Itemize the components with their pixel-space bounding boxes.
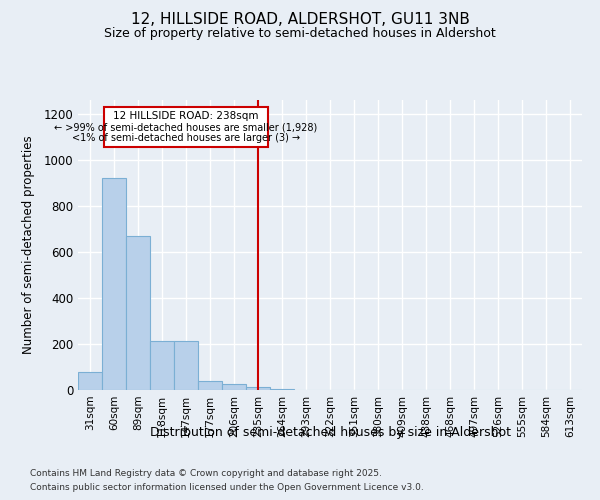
Text: Contains HM Land Registry data © Crown copyright and database right 2025.: Contains HM Land Registry data © Crown c… (30, 468, 382, 477)
Bar (150, 340, 174, 390)
Text: 12, HILLSIDE ROAD, ALDERSHOT, GU11 3NB: 12, HILLSIDE ROAD, ALDERSHOT, GU11 3NB (131, 12, 469, 28)
Bar (174, 340, 198, 390)
Text: 12 HILLSIDE ROAD: 238sqm: 12 HILLSIDE ROAD: 238sqm (113, 111, 259, 121)
Text: Distribution of semi-detached houses by size in Aldershot: Distribution of semi-detached houses by … (149, 426, 511, 439)
Text: <1% of semi-detached houses are larger (3) →: <1% of semi-detached houses are larger (… (72, 134, 300, 143)
Text: Contains public sector information licensed under the Open Government Licence v3: Contains public sector information licen… (30, 484, 424, 492)
Bar (198, 382, 222, 390)
Bar (78, 372, 102, 390)
Bar (102, 178, 126, 390)
Text: ← >99% of semi-detached houses are smaller (1,928): ← >99% of semi-detached houses are small… (55, 122, 317, 132)
Y-axis label: Number of semi-detached properties: Number of semi-detached properties (22, 136, 35, 354)
Bar (126, 236, 150, 390)
Bar (222, 384, 246, 390)
Bar (246, 387, 270, 390)
FancyBboxPatch shape (104, 107, 268, 147)
Text: Size of property relative to semi-detached houses in Aldershot: Size of property relative to semi-detach… (104, 28, 496, 40)
